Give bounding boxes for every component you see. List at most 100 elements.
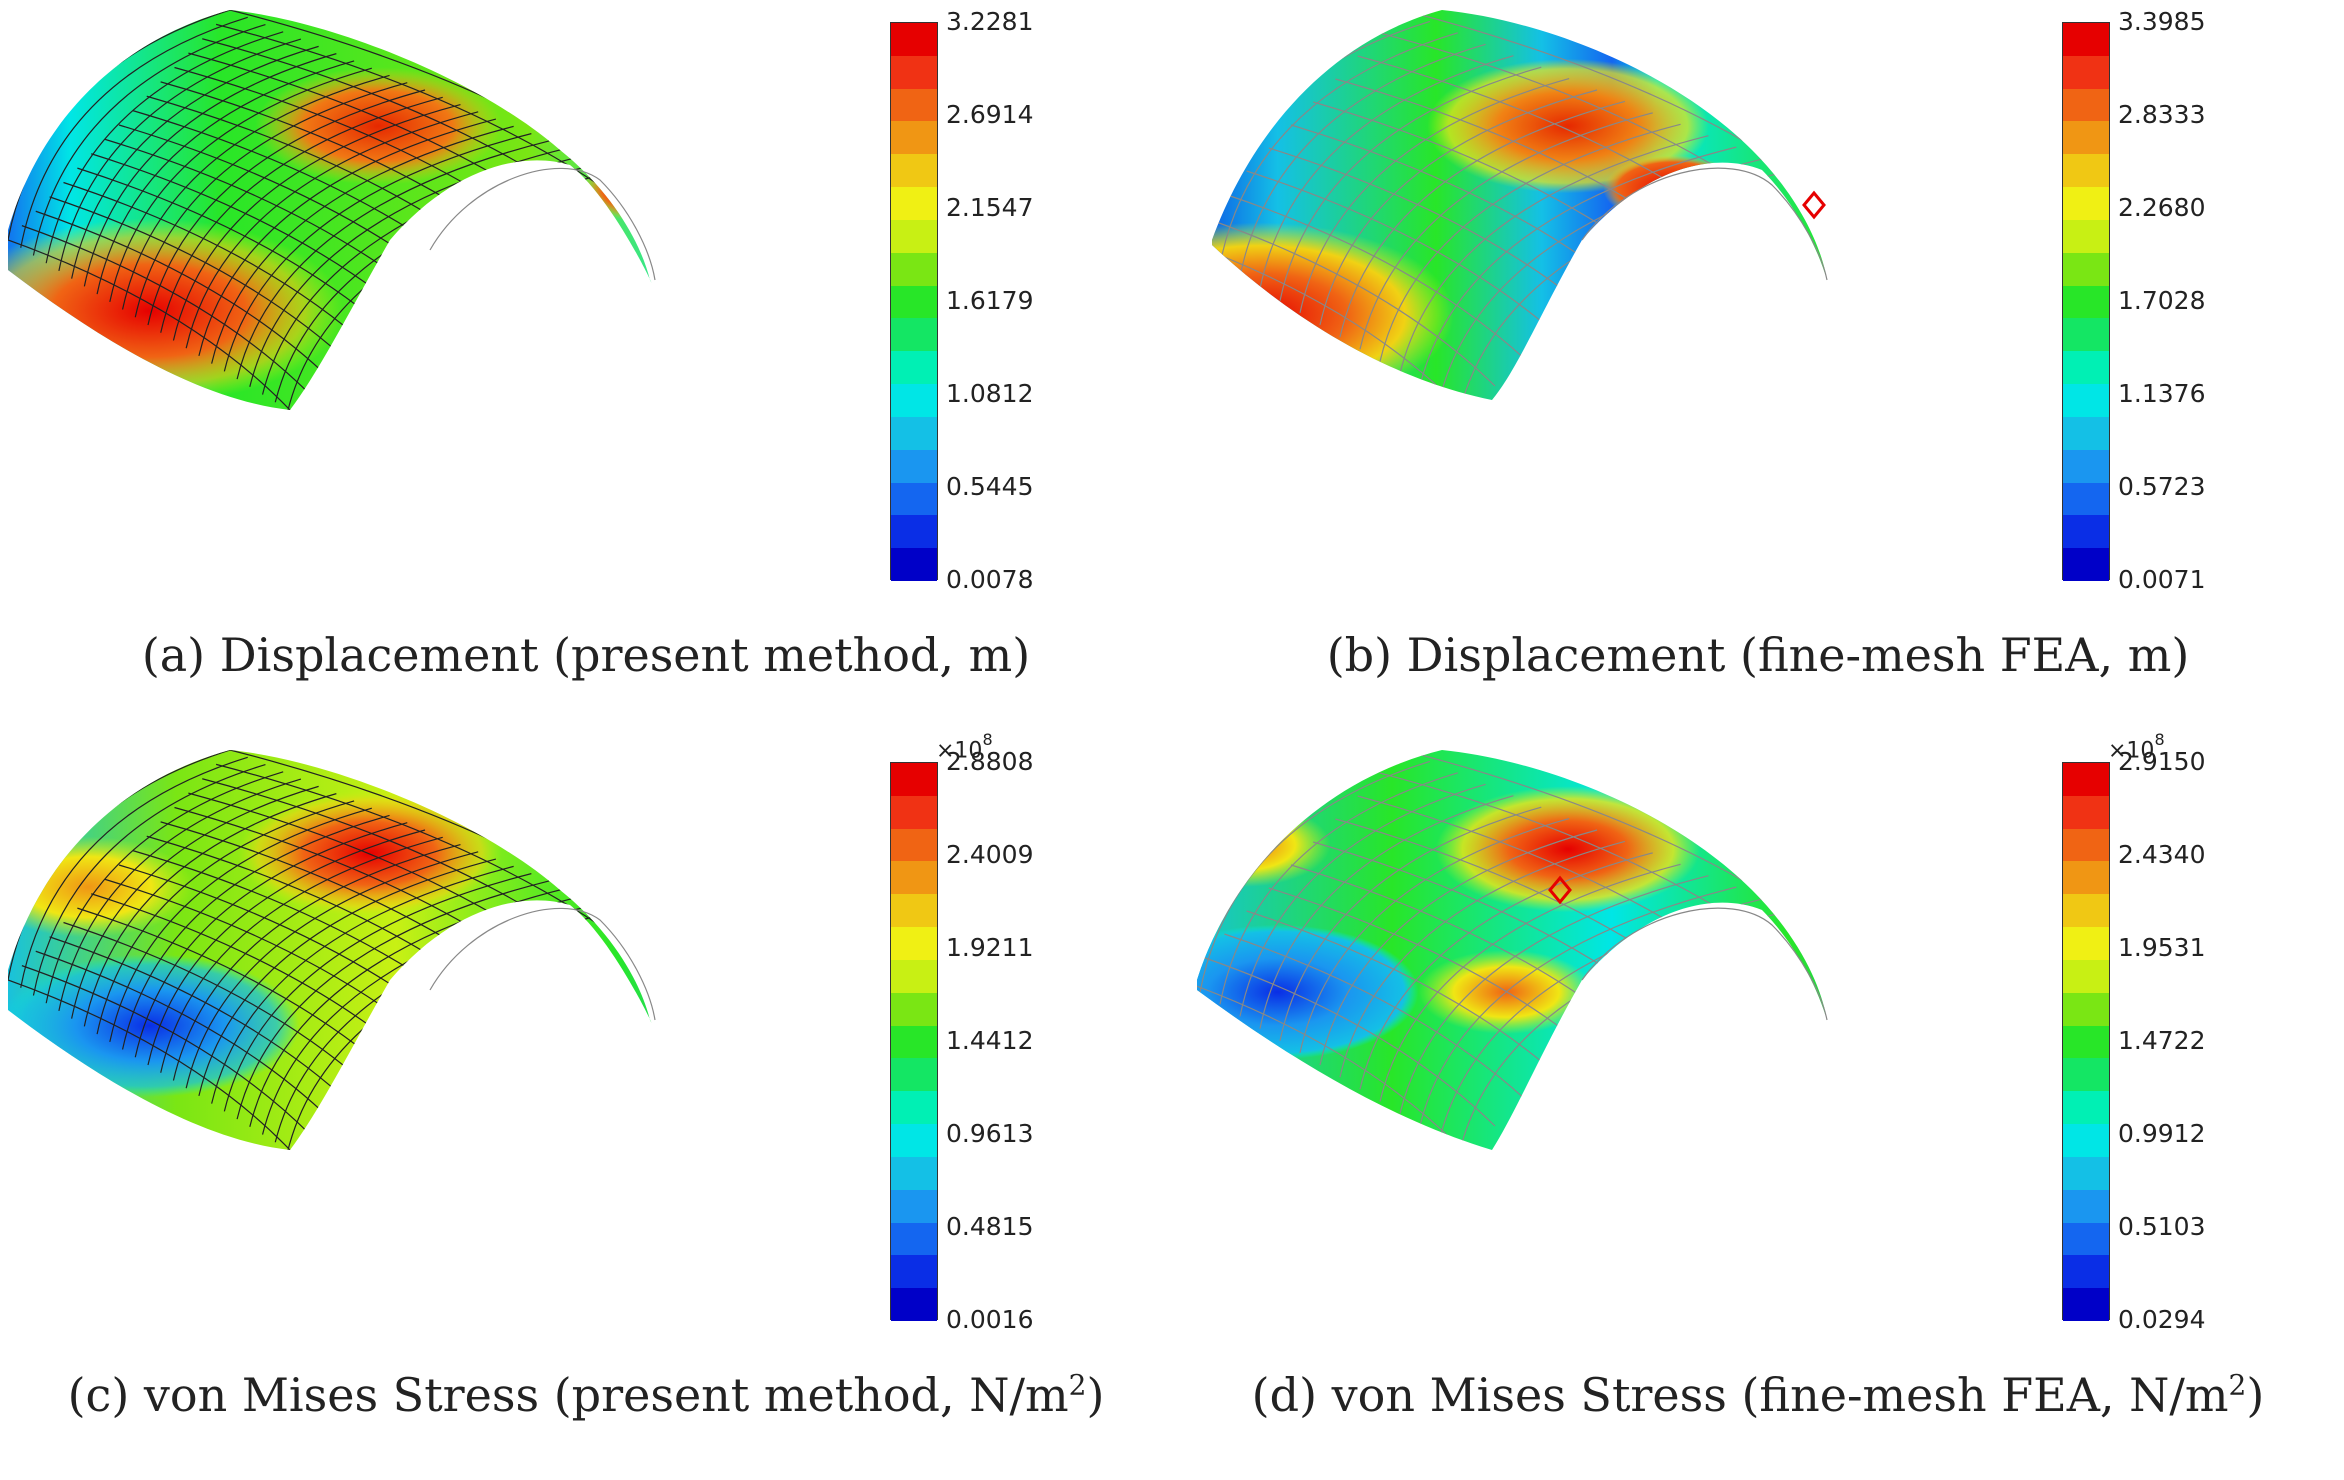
mesh-line	[1379, 863, 1681, 1102]
colorbar	[890, 22, 938, 582]
mesh-line	[1399, 875, 1709, 1114]
mesh-line	[160, 96, 443, 333]
mesh-line	[21, 225, 312, 396]
colorbar-exponent: ×108	[936, 730, 993, 764]
colorbar-band	[2063, 894, 2109, 928]
mesh-line	[1246, 910, 1562, 1079]
colorbar-band	[2063, 1025, 2109, 1059]
mesh-line	[63, 921, 373, 1091]
mesh-line	[8, 239, 291, 410]
colorbar-band	[2063, 121, 2109, 155]
mesh-line	[134, 82, 408, 318]
marker-diamond	[1802, 190, 1826, 220]
colorbar-band	[891, 482, 937, 516]
displacement-present-plot	[8, 10, 656, 410]
caption-b: (b) Displacement (fine-mesh FEA, m)	[1326, 628, 2190, 682]
colorbar-band	[891, 1025, 937, 1059]
mesh-line	[20, 756, 248, 988]
mesh-line	[215, 23, 600, 186]
colorbar-band	[891, 894, 937, 928]
colorbar-tick-label: 1.0812	[946, 379, 1034, 408]
panel-c: ×108 (c) von Mises Stress (present metho…	[0, 730, 1172, 1480]
mesh-line	[1339, 100, 1626, 338]
mesh-line	[160, 836, 443, 1073]
panel-b: (b) Displacement (fine-mesh FEA, m) 3.39…	[1172, 0, 2344, 740]
displacement-fea-plot	[1212, 10, 1828, 400]
caption-d: (d) von Mises Stress (fine-mesh FEA, N/m…	[1251, 1368, 2265, 1422]
mesh-line	[8, 979, 291, 1150]
colorbar-tick-label: 0.9912	[2118, 1119, 2206, 1148]
colorbar-band	[891, 1288, 937, 1322]
mesh-line	[211, 125, 514, 364]
colorbar-tick-label: 1.6179	[946, 286, 1034, 315]
colorbar-band	[891, 1189, 937, 1224]
mesh-line	[223, 133, 532, 372]
mesh-line	[121, 814, 390, 1050]
colorbar-tick-label: 3.3985	[2118, 7, 2206, 36]
colorbar-tick-label: 0.0016	[946, 1305, 1034, 1334]
colorbar-band	[2063, 959, 2109, 994]
mesh-line	[1219, 32, 1458, 265]
colorbar-tick-label: 0.4815	[946, 1212, 1034, 1241]
colorbar-band	[2063, 449, 2109, 484]
colorbar-band	[891, 861, 937, 895]
mesh-line	[211, 865, 514, 1104]
mesh-line	[49, 936, 353, 1106]
colorbar-tick-label: 0.0078	[946, 565, 1034, 594]
colorbar-band	[891, 959, 937, 994]
colorbar-tick-label: 1.4412	[946, 1026, 1034, 1055]
mesh-line	[1246, 170, 1562, 339]
mesh-line	[1199, 760, 1431, 993]
colorbar-tick-label: 0.5723	[2118, 472, 2206, 501]
colorbar-band	[891, 416, 937, 451]
colorbar-band	[891, 1124, 937, 1158]
mesh-line	[1359, 852, 1653, 1090]
mesh-line	[35, 950, 332, 1121]
colorbar-band	[891, 285, 937, 319]
mesh-line	[1299, 817, 1570, 1053]
mesh-line	[1219, 772, 1458, 1005]
colorbar-band	[2063, 318, 2109, 352]
colorbar-band	[2063, 1288, 2109, 1322]
mesh-line	[21, 965, 312, 1136]
mesh-line	[83, 793, 337, 1027]
mesh-line	[1319, 829, 1598, 1066]
colorbar-tick-label: 2.4340	[2118, 840, 2206, 869]
colorbar-band	[2063, 187, 2109, 221]
colorbar-band	[2063, 351, 2109, 385]
caption-c: (c) von Mises Stress (present method, N/…	[67, 1368, 1105, 1422]
colorbar-tick-label: 0.9613	[946, 1119, 1034, 1148]
colorbar	[2062, 762, 2110, 1322]
mesh-line	[1339, 840, 1626, 1078]
colorbar-tick-label: 1.1376	[2118, 379, 2206, 408]
mesh-line	[109, 807, 372, 1042]
colorbar-band	[2063, 515, 2109, 549]
colorbar-band	[2063, 482, 2109, 516]
colorbar-band	[2063, 88, 2109, 122]
mesh-line	[198, 858, 497, 1097]
colorbar-band	[891, 515, 937, 549]
colorbar	[890, 762, 938, 1322]
colorbar-band	[2063, 1058, 2109, 1092]
colorbar-tick-label: 1.9531	[2118, 933, 2206, 962]
colorbar-tick-label: 2.6914	[946, 100, 1034, 129]
colorbar-band	[2063, 252, 2109, 287]
mesh-line	[172, 103, 461, 341]
mesh-line	[96, 60, 355, 295]
mesh-line	[1419, 146, 1737, 386]
colorbar-band	[891, 187, 937, 221]
mesh-line	[71, 785, 319, 1019]
colorbar-band	[891, 828, 937, 862]
stress-present-plot	[8, 750, 656, 1150]
colorbar-band	[2063, 1222, 2109, 1256]
mesh-line	[20, 16, 248, 248]
mesh-line	[1419, 886, 1737, 1126]
colorbar-band	[891, 318, 937, 352]
colorbar-band	[891, 252, 937, 287]
colorbar-band	[891, 992, 937, 1027]
colorbar-band	[891, 219, 937, 254]
mesh-line	[147, 829, 426, 1066]
mesh-line	[1279, 66, 1542, 301]
colorbar-tick-label: 2.4009	[946, 840, 1034, 869]
colorbar-band	[2063, 219, 2109, 254]
